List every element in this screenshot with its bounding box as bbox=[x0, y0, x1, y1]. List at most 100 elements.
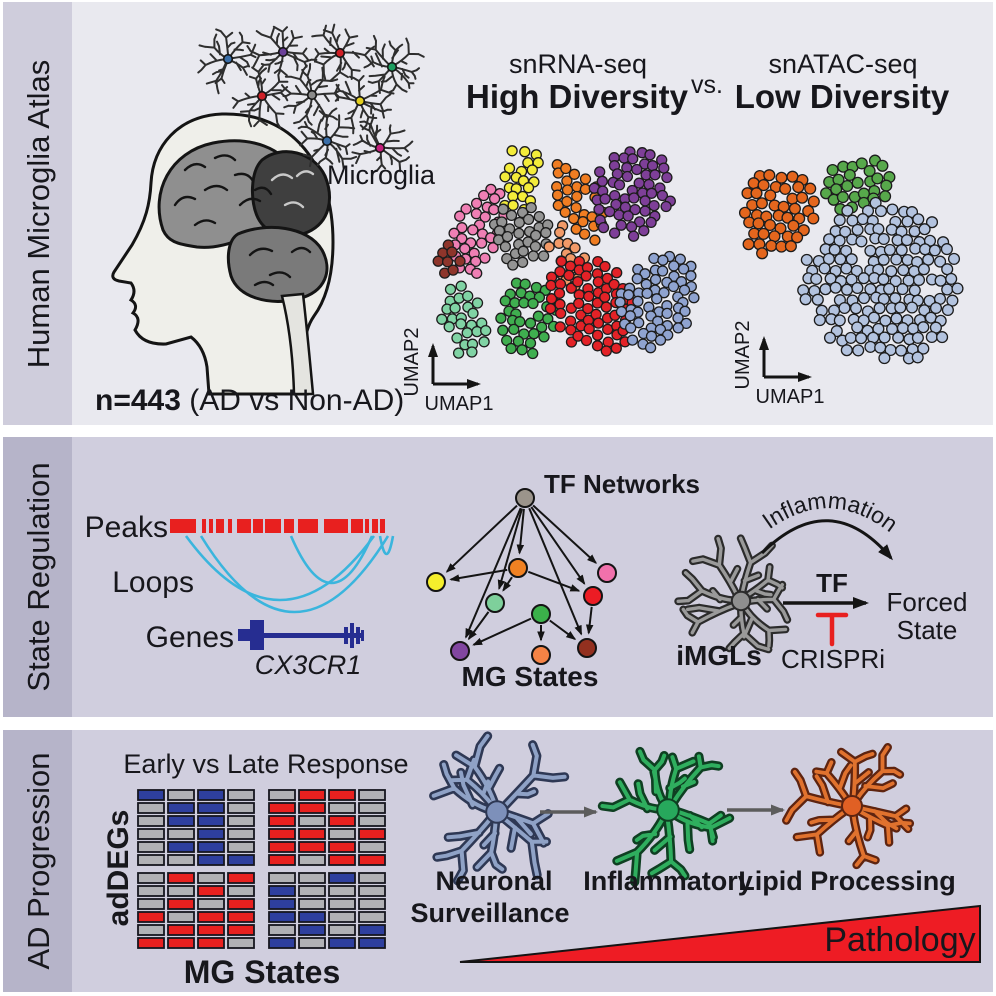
forced-state-line1: Forced bbox=[887, 587, 968, 617]
heatmap-cell bbox=[197, 854, 225, 866]
scattered-microglia-group bbox=[197, 23, 425, 174]
tf-network-node-orange2 bbox=[531, 645, 551, 665]
heatmap-cell bbox=[197, 802, 225, 814]
brain-gyri-light bbox=[270, 170, 315, 209]
heatmap-cell bbox=[298, 789, 326, 801]
panel-atlas: Human Microglia Atlas Microglia n=443 (A… bbox=[3, 2, 993, 425]
heatmap-cell bbox=[167, 828, 195, 840]
heatmap-cell bbox=[167, 937, 195, 949]
gene-exon bbox=[344, 627, 348, 644]
heatmap-title: Early vs Late Response bbox=[123, 749, 408, 779]
tf-network-edge bbox=[445, 504, 518, 573]
heatmap-cell bbox=[137, 841, 165, 853]
heatmap-cell bbox=[137, 789, 165, 801]
heatmap-cell bbox=[167, 898, 195, 910]
heatmap-cell bbox=[328, 924, 356, 936]
heatmap-cell bbox=[328, 828, 356, 840]
tf-network-edge bbox=[532, 504, 598, 564]
microglia-label: Microglia bbox=[327, 160, 436, 190]
heatmap-cell bbox=[268, 854, 296, 866]
tf-network-graph bbox=[426, 488, 617, 665]
heatmap-cell bbox=[358, 924, 386, 936]
gene-name-label: CX3CR1 bbox=[255, 650, 362, 680]
heatmap-cell bbox=[358, 854, 386, 866]
cohort-comparison: (AD vs Non-AD) bbox=[181, 384, 404, 417]
heatmap-cell bbox=[137, 937, 165, 949]
atlas-sidebar-title: Human Microglia Atlas bbox=[21, 60, 56, 368]
snatac-umap-plot bbox=[738, 154, 964, 365]
heatmap-cell bbox=[358, 872, 386, 884]
snatac-umap2-label: UMAP2 bbox=[732, 321, 754, 390]
tf-network-edge bbox=[530, 506, 586, 585]
heatmap-cell bbox=[167, 815, 195, 827]
stage1-label-line2: Surveillance bbox=[410, 898, 569, 928]
microglia-cell bbox=[246, 25, 318, 77]
snrna-assay-label: snRNA-seq bbox=[509, 49, 647, 79]
heatmap-cell bbox=[298, 854, 326, 866]
tf-network-edge bbox=[449, 568, 508, 582]
snatac-assay-label: snATAC-seq bbox=[768, 49, 917, 79]
tf-network-node-dred bbox=[577, 638, 597, 658]
heatmap-cell bbox=[328, 841, 356, 853]
heatmap-cell bbox=[197, 828, 225, 840]
heatmap-cell bbox=[227, 937, 255, 949]
heatmap-cell bbox=[298, 828, 326, 840]
inflammation-arc-arrow bbox=[760, 519, 893, 561]
vs-label: vs. bbox=[691, 71, 723, 99]
snrna-umap2-label: UMAP2 bbox=[401, 328, 423, 397]
heatmap-cell bbox=[268, 898, 296, 910]
microglia-cell bbox=[231, 65, 289, 129]
heatmap-cell bbox=[268, 911, 296, 923]
heatmap-cell bbox=[167, 802, 195, 814]
heatmap-cell bbox=[227, 911, 255, 923]
peaks-label: Peaks bbox=[85, 511, 168, 544]
heatmap-cell bbox=[328, 937, 356, 949]
crispri-inhibition-symbol bbox=[815, 612, 849, 647]
gene-first-exon bbox=[250, 620, 264, 650]
brainstem bbox=[280, 292, 315, 396]
imgl-microglia-cell bbox=[674, 534, 792, 654]
heatmap-cell bbox=[268, 841, 296, 853]
microglia-cell bbox=[197, 28, 257, 95]
heatmap-cell bbox=[358, 789, 386, 801]
tf-network-node-green bbox=[531, 604, 551, 624]
heatmap-cell bbox=[137, 885, 165, 897]
heatmap-cell bbox=[358, 898, 386, 910]
progression-panel-sidebar bbox=[3, 730, 72, 992]
microglia-cell bbox=[429, 731, 570, 886]
tf-network-edge bbox=[502, 576, 513, 592]
heatmap-cell bbox=[328, 898, 356, 910]
gene-end-tick bbox=[361, 630, 364, 641]
regulation-sidebar-title: State Regulation bbox=[21, 462, 56, 691]
head-illustration bbox=[111, 112, 335, 396]
heatmap-cell bbox=[298, 885, 326, 897]
heatmap-cell bbox=[197, 789, 225, 801]
heatmap-cell bbox=[197, 841, 225, 853]
heatmap-cell bbox=[358, 815, 386, 827]
heatmap-cell bbox=[227, 872, 255, 884]
tf-network-edge bbox=[497, 508, 523, 591]
heatmap-cell bbox=[298, 815, 326, 827]
snrna-umap1-label: UMAP1 bbox=[425, 393, 494, 415]
heatmap-cell bbox=[227, 828, 255, 840]
heatmap-cell bbox=[268, 828, 296, 840]
heatmap-cell bbox=[167, 924, 195, 936]
panel-progression: AD Progression Early vs Late Response ad… bbox=[3, 730, 993, 992]
snatac-umap1-label: UMAP1 bbox=[756, 386, 825, 408]
heatmap-cell bbox=[137, 898, 165, 910]
imgls-label: iMGLs bbox=[676, 640, 762, 671]
heatmap-cell bbox=[328, 872, 356, 884]
atlas-panel-sidebar bbox=[3, 2, 72, 425]
gene-body-line bbox=[263, 633, 363, 638]
heatmap-cell bbox=[358, 885, 386, 897]
heatmap-cell bbox=[328, 854, 356, 866]
microglia-cell bbox=[311, 23, 376, 82]
tf-network-node-red bbox=[583, 586, 603, 606]
heatmap-cell bbox=[137, 828, 165, 840]
heatmap-cell bbox=[328, 885, 356, 897]
heatmap-cell bbox=[197, 898, 225, 910]
heatmap-cell bbox=[137, 815, 165, 827]
microglia-cell bbox=[782, 743, 915, 870]
